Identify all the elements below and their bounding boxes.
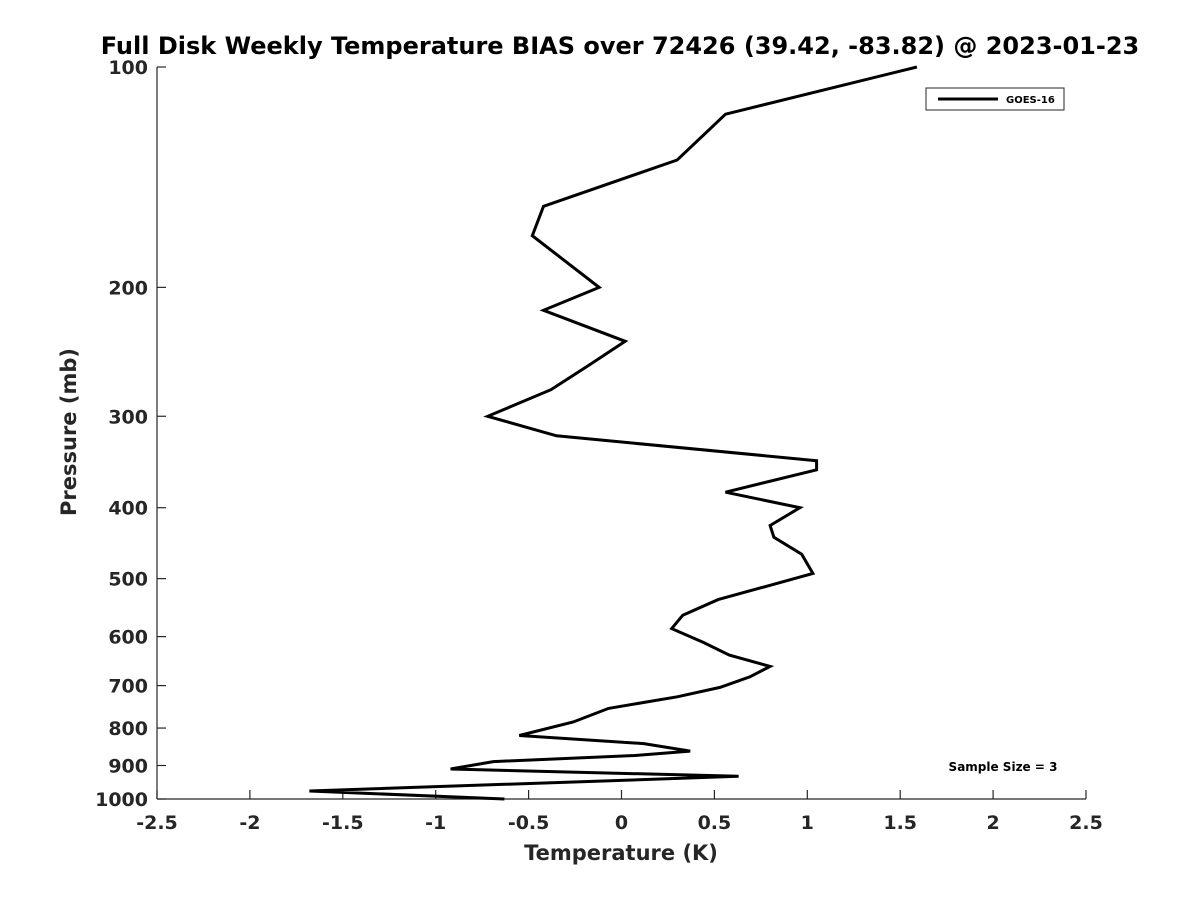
chart-title: Full Disk Weekly Temperature BIAS over 7… — [101, 32, 1140, 60]
series-line — [309, 65, 918, 801]
x-tick-label: 0 — [615, 812, 628, 834]
y-tick-label: 700 — [108, 676, 148, 698]
x-tick-label: -1 — [425, 812, 446, 834]
y-axis-label: Pressure (mb) — [57, 348, 81, 516]
y-tick-label: 900 — [108, 756, 148, 778]
x-tick-label: -1.5 — [322, 812, 364, 834]
y-tick-label: 600 — [108, 627, 148, 649]
x-axis-label: Temperature (K) — [524, 841, 718, 865]
y-tick-label: 300 — [108, 406, 148, 428]
x-tick-label: 1 — [801, 812, 814, 834]
plot-lines — [309, 65, 918, 801]
x-tick-label: 2 — [986, 812, 999, 834]
y-tick-label: 200 — [108, 277, 148, 299]
x-tick-label: 1.5 — [883, 812, 917, 834]
x-tick-label: -0.5 — [508, 812, 550, 834]
legend: GOES-16 — [925, 87, 1065, 111]
y-tick-label: 1000 — [95, 789, 148, 811]
x-tick-label: -2 — [239, 812, 260, 834]
y-tick-label: 800 — [108, 718, 148, 740]
axes: -2.5 -2 -1.5 -1 -0.5 0 0.5 1 1.5 2 2.5 100 200 300 400… — [95, 57, 1103, 834]
legend-label: GOES-16 — [1006, 95, 1055, 106]
sample-size-annotation: Sample Size = 3 — [949, 760, 1058, 774]
y-tick-label: 100 — [108, 57, 148, 79]
y-tick-label: 400 — [108, 498, 148, 520]
y-tick-label: 500 — [108, 569, 148, 591]
x-tick-label: -2.5 — [136, 812, 178, 834]
x-tick-label: 0.5 — [698, 812, 732, 834]
x-tick-label: 2.5 — [1069, 812, 1103, 834]
